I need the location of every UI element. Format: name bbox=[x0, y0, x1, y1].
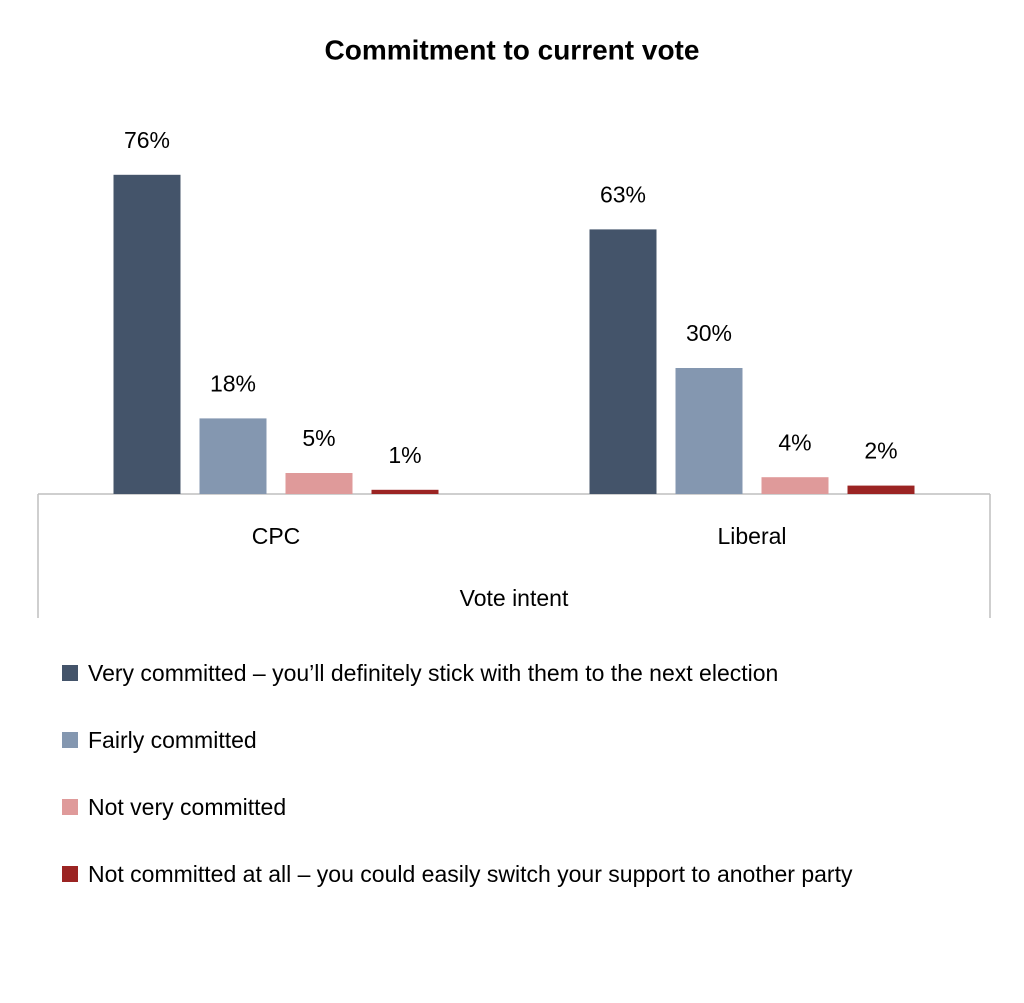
bar bbox=[675, 368, 743, 494]
bar bbox=[371, 489, 439, 494]
bar bbox=[113, 174, 181, 495]
x-axis-title: Vote intent bbox=[460, 585, 569, 611]
legend-item: Not very committed bbox=[60, 790, 1010, 824]
legend-label: Very committed – you’ll definitely stick… bbox=[88, 660, 779, 686]
x-tick-label: Liberal bbox=[717, 523, 786, 549]
value-label: 76% bbox=[124, 127, 170, 153]
legend-label: Not very committed bbox=[88, 794, 287, 820]
legend-label: Not committed at all – you could easily … bbox=[88, 861, 853, 887]
value-label: 63% bbox=[600, 181, 646, 207]
value-label: 5% bbox=[302, 425, 335, 451]
chart: Commitment to current vote Vote intent C… bbox=[37, 34, 991, 618]
chart-title: Commitment to current vote bbox=[325, 34, 700, 65]
legend-item: Fairly committed bbox=[60, 723, 1010, 757]
bar bbox=[589, 229, 657, 494]
legend-swatch bbox=[62, 665, 78, 681]
legend-swatch bbox=[62, 732, 78, 748]
bar bbox=[847, 485, 915, 494]
bar bbox=[761, 477, 829, 494]
value-label: 1% bbox=[388, 442, 421, 468]
legend-label: Fairly committed bbox=[88, 727, 257, 753]
value-label: 4% bbox=[778, 429, 811, 455]
legend-swatch bbox=[62, 799, 78, 815]
legend-item: Not committed at all – you could easily … bbox=[60, 857, 1010, 891]
bar bbox=[199, 418, 267, 494]
x-tick-label: CPC bbox=[252, 523, 301, 549]
legend-item: Very committed – you’ll definitely stick… bbox=[60, 656, 1010, 690]
bar bbox=[285, 473, 353, 494]
legend-swatch bbox=[62, 866, 78, 882]
legend: Very committed – you’ll definitely stick… bbox=[60, 656, 1010, 924]
value-label: 30% bbox=[686, 320, 732, 346]
value-label: 2% bbox=[864, 438, 897, 464]
value-label: 18% bbox=[210, 370, 256, 396]
